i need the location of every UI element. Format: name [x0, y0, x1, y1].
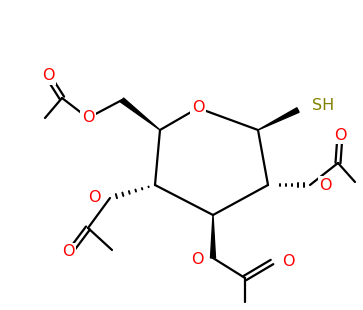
Polygon shape	[211, 215, 216, 258]
Text: O: O	[62, 245, 74, 259]
Text: O: O	[192, 100, 204, 116]
Text: SH: SH	[312, 99, 334, 113]
Text: O: O	[319, 178, 331, 193]
Text: O: O	[42, 69, 54, 83]
Text: O: O	[282, 255, 294, 269]
Polygon shape	[258, 108, 299, 130]
Polygon shape	[121, 98, 160, 130]
Text: O: O	[89, 191, 101, 206]
Text: O: O	[82, 110, 94, 126]
Text: O: O	[334, 127, 346, 143]
Text: O: O	[192, 253, 204, 268]
